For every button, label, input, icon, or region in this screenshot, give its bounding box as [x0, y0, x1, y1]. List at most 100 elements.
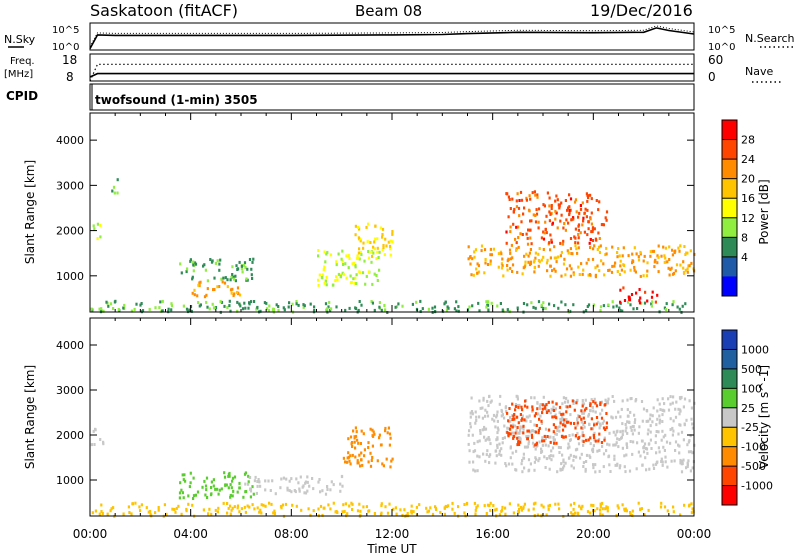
nsearch-series-line — [89, 25, 695, 47]
heatmap-cell — [553, 267, 556, 271]
heatmap-cell — [671, 248, 674, 252]
heatmap-cell — [686, 251, 689, 255]
heatmap-cell — [498, 452, 501, 456]
heatmap-cell — [250, 273, 253, 277]
heatmap-cell — [251, 485, 254, 489]
heatmap-cell — [660, 254, 663, 258]
heatmap-cell — [594, 266, 597, 270]
heatmap-cell — [231, 265, 234, 269]
heatmap-cell — [576, 431, 579, 435]
heatmap-cell — [679, 244, 682, 248]
heatmap-cell — [549, 411, 552, 415]
heatmap-cell — [500, 408, 503, 412]
heatmap-cell — [478, 455, 481, 459]
heatmap-cell — [478, 399, 481, 403]
heatmap-cell — [321, 489, 324, 493]
heatmap-cell — [208, 507, 211, 511]
heatmap-cell — [489, 501, 492, 505]
heatmap-cell — [295, 300, 298, 303]
heatmap-cell — [228, 471, 231, 475]
heatmap-cell — [228, 304, 231, 308]
heatmap-cell — [631, 509, 634, 513]
heatmap-cell — [216, 510, 219, 514]
heatmap-cell — [484, 438, 487, 442]
heatmap-cell — [361, 271, 365, 275]
heatmap-cell — [544, 437, 547, 441]
heatmap-cell — [236, 286, 240, 290]
heatmap-cell — [517, 245, 520, 249]
heatmap-cell — [357, 251, 360, 255]
heatmap-cell — [529, 219, 532, 223]
heatmap-cell — [220, 277, 223, 281]
heatmap-cell — [506, 268, 509, 272]
heatmap-cell — [550, 458, 553, 462]
heatmap-cell — [326, 485, 329, 488]
heatmap-cell — [335, 263, 338, 267]
heatmap-cell — [309, 513, 312, 517]
heatmap-cell — [322, 268, 325, 272]
heatmap-cell — [548, 210, 551, 214]
heatmap-cell — [349, 454, 352, 458]
velocity-ytick-label: 3000 — [56, 384, 84, 397]
heatmap-cell — [205, 300, 208, 304]
heatmap-cell — [591, 448, 594, 452]
heatmap-cell — [540, 422, 543, 425]
heatmap-cell — [98, 307, 101, 311]
heatmap-cell — [661, 460, 664, 464]
heatmap-cell — [570, 464, 573, 468]
heatmap-cell — [683, 397, 687, 401]
heatmap-cell — [504, 506, 507, 510]
heatmap-cell — [303, 491, 306, 495]
heatmap-cell — [226, 306, 229, 310]
heatmap-cell — [500, 262, 503, 266]
heatmap-cell — [368, 509, 371, 513]
heatmap-cell — [498, 449, 501, 453]
heatmap-cell — [567, 456, 571, 460]
heatmap-cell — [444, 300, 447, 304]
heatmap-cell — [634, 270, 637, 274]
heatmap-cell — [668, 258, 671, 261]
xtick-label: 20:00 — [576, 527, 611, 541]
heatmap-cell — [543, 439, 546, 443]
heatmap-cell — [602, 452, 606, 456]
heatmap-cell — [582, 461, 585, 465]
heatmap-cell — [533, 266, 536, 270]
heatmap-cell — [223, 304, 226, 308]
heatmap-cell — [238, 260, 241, 264]
heatmap-cell — [335, 260, 338, 264]
heatmap-cell — [517, 225, 520, 229]
heatmap-cell — [352, 429, 355, 433]
heatmap-cell — [527, 442, 530, 446]
heatmap-cell — [463, 503, 466, 506]
heatmap-cell — [521, 470, 524, 474]
heatmap-cell — [235, 290, 239, 294]
heatmap-cell — [457, 505, 460, 509]
heatmap-cell — [354, 233, 357, 237]
heatmap-cell — [585, 215, 588, 219]
heatmap-cell — [661, 397, 664, 401]
heatmap-cell — [306, 475, 309, 479]
heatmap-cell — [355, 307, 358, 310]
heatmap-cell — [185, 509, 188, 513]
heatmap-cell — [242, 495, 245, 499]
heatmap-cell — [433, 305, 437, 309]
heatmap-cell — [367, 270, 370, 274]
heatmap-cell — [608, 463, 611, 467]
heatmap-cell — [533, 468, 536, 472]
heatmap-cell — [629, 410, 632, 414]
heatmap-cell — [465, 501, 469, 505]
heatmap-cell — [587, 220, 590, 224]
heatmap-cell — [506, 264, 509, 267]
heatmap-cell — [323, 265, 326, 269]
heatmap-cell — [566, 208, 569, 212]
heatmap-cell — [572, 271, 575, 275]
xtick-label: 12:00 — [375, 527, 410, 541]
heatmap-cell — [620, 407, 623, 411]
heatmap-cell — [483, 504, 486, 508]
heatmap-cell — [238, 486, 241, 490]
heatmap-cell — [99, 223, 102, 227]
heatmap-cell — [525, 419, 528, 423]
heatmap-cell — [554, 217, 557, 221]
colorbar-swatch — [722, 446, 737, 467]
heatmap-cell — [327, 503, 330, 507]
